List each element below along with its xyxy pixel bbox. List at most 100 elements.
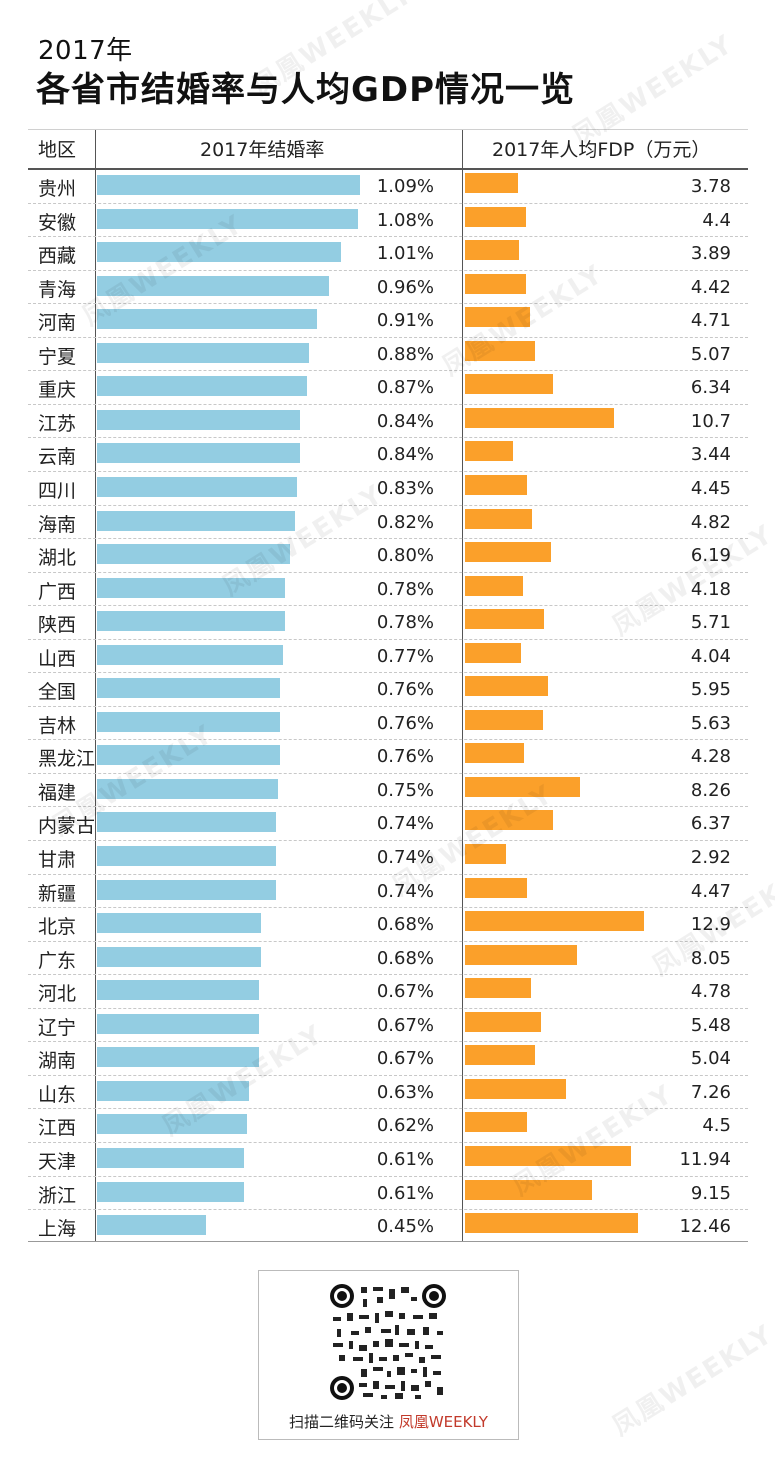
marriage-rate-value: 0.61% bbox=[376, 1148, 434, 1170]
region-label: 湖南 bbox=[38, 1050, 77, 1073]
marriage-rate-value: 0.67% bbox=[376, 981, 434, 1003]
gdp-value: 4.71 bbox=[690, 310, 731, 332]
qr-code-card: 扫描二维码关注 凤凰WEEKLY bbox=[258, 1270, 519, 1440]
marriage-rate-bar bbox=[97, 175, 360, 195]
marriage-rate-value: 0.61% bbox=[376, 1182, 434, 1204]
marriage-rate-value: 0.45% bbox=[376, 1216, 434, 1237]
marriage-rate-bar bbox=[97, 946, 262, 967]
gdp-bar bbox=[465, 542, 551, 562]
row-divider bbox=[28, 236, 748, 238]
qr-code-icon bbox=[329, 1283, 447, 1401]
marriage-rate-bar bbox=[97, 242, 341, 263]
gdp-bar bbox=[465, 307, 531, 328]
gdp-bar bbox=[465, 508, 532, 529]
marriage-rate-value: 0.82% bbox=[376, 511, 434, 533]
marriage-rate-bar bbox=[97, 846, 276, 866]
region-label: 海南 bbox=[38, 513, 77, 536]
marriage-rate-bar bbox=[97, 208, 358, 229]
gdp-bar bbox=[465, 944, 577, 965]
gdp-value: 5.63 bbox=[690, 712, 731, 734]
row-divider bbox=[28, 638, 748, 640]
marriage-rate-bar bbox=[97, 678, 281, 699]
marriage-rate-value: 0.67% bbox=[376, 1014, 434, 1036]
marriage-rate-bar bbox=[97, 1047, 259, 1068]
gdp-value: 4.28 bbox=[690, 746, 731, 768]
gdp-value: 5.48 bbox=[690, 1014, 731, 1036]
gdp-value: 8.05 bbox=[690, 947, 731, 969]
qr-brand-text: 凤凰WEEKLY bbox=[398, 1413, 488, 1431]
region-label: 河南 bbox=[38, 312, 77, 335]
gdp-value: 4.45 bbox=[690, 477, 731, 499]
marriage-rate-value: 0.68% bbox=[376, 947, 434, 969]
region-label: 山西 bbox=[38, 647, 77, 670]
row-divider bbox=[28, 772, 748, 774]
region-label: 上海 bbox=[38, 1218, 77, 1240]
gdp-bar bbox=[465, 374, 553, 395]
region-label: 山东 bbox=[38, 1083, 77, 1106]
region-label: 广西 bbox=[38, 580, 77, 603]
marriage-rate-value: 0.84% bbox=[376, 444, 434, 466]
region-label: 黑龙江 bbox=[38, 748, 96, 771]
gdp-value: 4.18 bbox=[690, 578, 731, 600]
gdp-value: 2.92 bbox=[690, 847, 731, 868]
marriage-rate-bar bbox=[97, 443, 300, 464]
gdp-value: 5.95 bbox=[690, 679, 731, 701]
row-divider bbox=[28, 437, 748, 439]
region-label: 辽宁 bbox=[38, 1016, 77, 1039]
qr-caption: 扫描二维码关注 凤凰WEEKLY bbox=[259, 1411, 518, 1432]
marriage-rate-bar bbox=[97, 510, 295, 531]
gdp-value: 11.94 bbox=[679, 1148, 731, 1170]
marriage-rate-bar bbox=[97, 1013, 259, 1034]
gdp-value: 6.37 bbox=[690, 813, 731, 835]
row-divider bbox=[28, 940, 748, 942]
row-divider bbox=[28, 1007, 748, 1009]
gdp-bar bbox=[465, 877, 527, 898]
gdp-bar bbox=[465, 776, 580, 797]
table-bottom-rule bbox=[28, 1241, 748, 1242]
marriage-rate-value: 0.87% bbox=[376, 377, 434, 399]
region-label: 甘肃 bbox=[38, 849, 77, 871]
gdp-bar bbox=[465, 575, 523, 596]
marriage-rate-value: 0.76% bbox=[376, 679, 434, 701]
gdp-bar bbox=[465, 1213, 638, 1233]
marriage-rate-bar bbox=[97, 1215, 206, 1235]
row-divider bbox=[28, 705, 748, 707]
marriage-rate-value: 0.62% bbox=[376, 1115, 434, 1137]
marriage-rate-bar bbox=[97, 544, 290, 564]
region-label: 安徽 bbox=[38, 211, 77, 234]
region-label: 广东 bbox=[38, 949, 77, 972]
marriage-rate-value: 0.80% bbox=[376, 545, 434, 566]
gdp-bar bbox=[465, 206, 527, 227]
row-divider bbox=[28, 672, 748, 674]
marriage-rate-value: 0.74% bbox=[376, 880, 434, 902]
gdp-bar bbox=[465, 1045, 535, 1066]
marriage-rate-value: 0.76% bbox=[376, 746, 434, 768]
row-divider bbox=[28, 907, 748, 909]
region-label: 贵州 bbox=[38, 178, 77, 200]
gdp-bar bbox=[465, 240, 519, 261]
gdp-value: 10.7 bbox=[690, 410, 731, 432]
marriage-rate-bar bbox=[97, 342, 310, 363]
gdp-bar bbox=[465, 474, 527, 495]
row-divider bbox=[28, 538, 748, 539]
gdp-value: 4.82 bbox=[690, 511, 731, 533]
gdp-value: 3.78 bbox=[690, 176, 731, 197]
region-label: 河北 bbox=[38, 983, 77, 1006]
gdp-bar bbox=[465, 810, 554, 831]
region-label: 湖北 bbox=[38, 547, 77, 569]
gdp-bar bbox=[465, 609, 545, 630]
gdp-value: 4.04 bbox=[690, 645, 731, 667]
marriage-rate-value: 0.75% bbox=[376, 779, 434, 801]
gdp-value: 9.15 bbox=[690, 1182, 731, 1204]
table-top-rule bbox=[28, 129, 748, 130]
column-header-gdp: 2017年人均FDP（万元） bbox=[492, 139, 711, 161]
row-divider bbox=[28, 873, 748, 875]
marriage-rate-bar bbox=[97, 275, 329, 296]
marriage-rate-bar bbox=[97, 711, 281, 732]
gdp-bar bbox=[465, 273, 527, 294]
gdp-value: 5.07 bbox=[690, 343, 731, 365]
gdp-bar bbox=[465, 407, 614, 428]
marriage-rate-bar bbox=[97, 611, 286, 632]
region-label: 云南 bbox=[38, 446, 77, 469]
gdp-bar bbox=[465, 676, 548, 697]
